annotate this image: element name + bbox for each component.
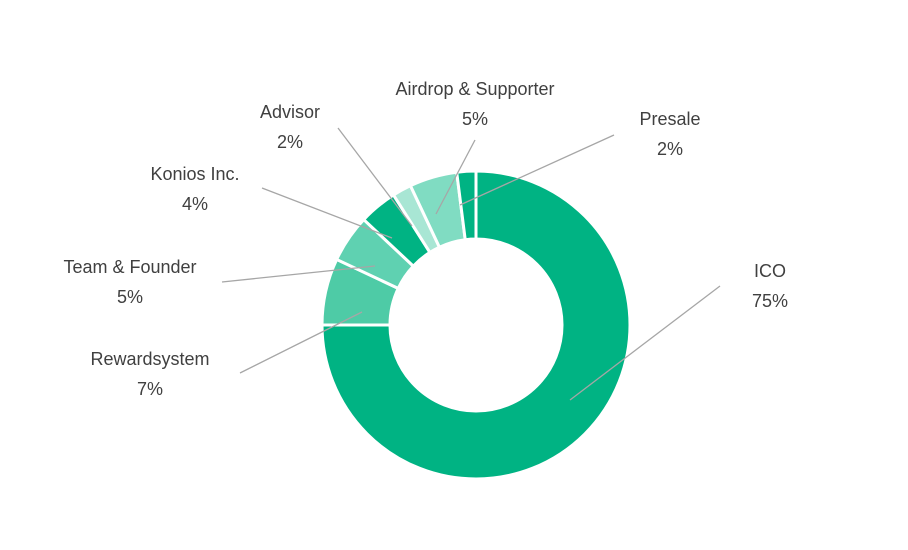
leader-line (239, 311, 363, 374)
slice-label: Rewardsystem (90, 349, 209, 369)
donut-segment (320, 169, 632, 481)
leader-line (221, 265, 376, 283)
leader-line (337, 127, 413, 227)
slice-value: 2% (277, 132, 303, 152)
donut-segment (455, 169, 478, 242)
leader-line (435, 139, 476, 215)
slice-label: Airdrop & Supporter (395, 79, 554, 99)
slice-value: 5% (462, 109, 488, 129)
slice-label: ICO (754, 261, 786, 281)
leader-line (569, 285, 721, 401)
slice-value: 4% (182, 194, 208, 214)
slice-value: 2% (657, 139, 683, 159)
slice-value: 5% (117, 287, 143, 307)
leader-line (261, 187, 393, 239)
slice-label: Advisor (260, 102, 320, 122)
slice-label: Team & Founder (63, 257, 196, 277)
slice-value: 7% (137, 379, 163, 399)
slice-label: Presale (639, 109, 700, 129)
leader-line (459, 134, 615, 206)
slice-value: 75% (752, 291, 788, 311)
slice-label: Konios Inc. (150, 164, 239, 184)
